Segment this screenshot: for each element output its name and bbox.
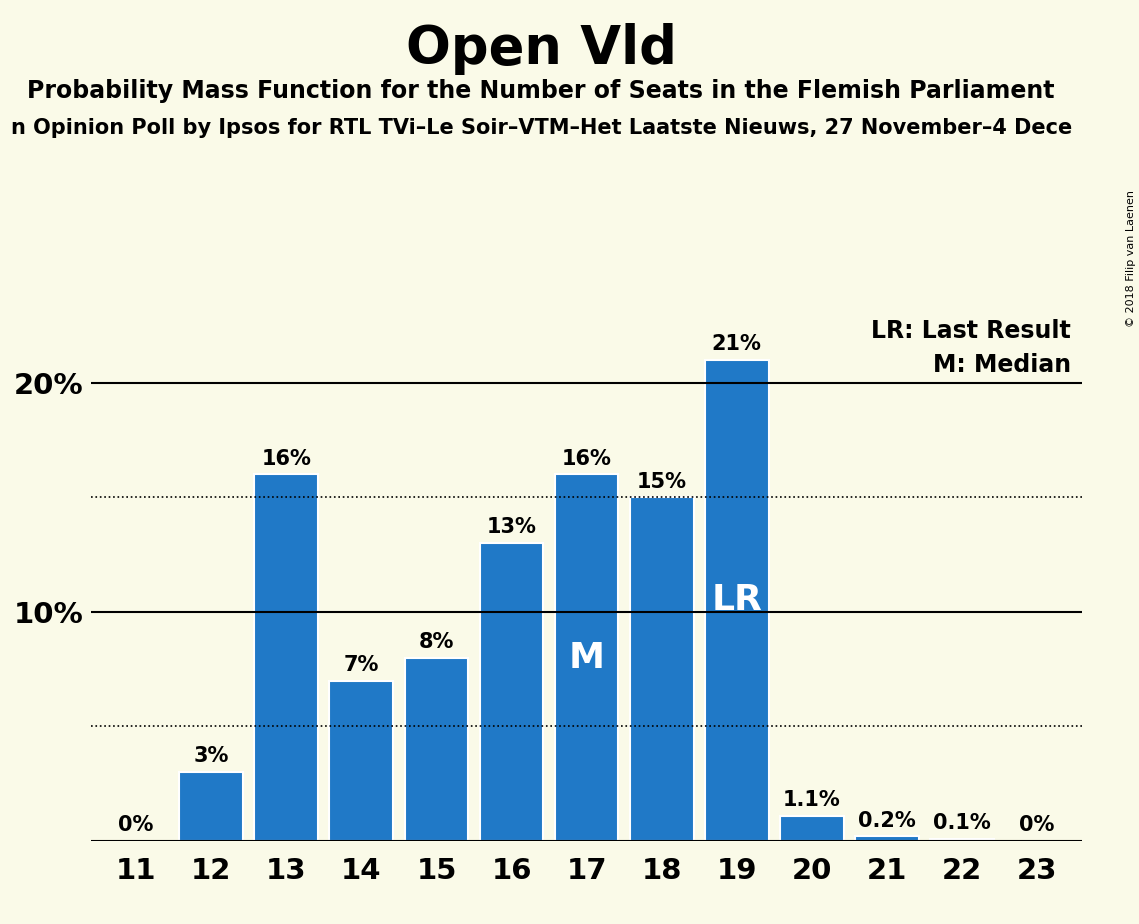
Text: 3%: 3% bbox=[194, 747, 229, 766]
Text: Probability Mass Function for the Number of Seats in the Flemish Parliament: Probability Mass Function for the Number… bbox=[27, 79, 1055, 103]
Text: M: Median: M: Median bbox=[933, 353, 1071, 377]
Text: Open Vld: Open Vld bbox=[405, 23, 677, 75]
Text: 0%: 0% bbox=[1019, 815, 1055, 835]
Bar bbox=[329, 681, 393, 841]
Bar bbox=[705, 360, 769, 841]
Bar bbox=[480, 543, 543, 841]
Text: 21%: 21% bbox=[712, 334, 762, 354]
Bar bbox=[630, 497, 694, 841]
Text: LR: LR bbox=[711, 583, 762, 617]
Text: 15%: 15% bbox=[637, 471, 687, 492]
Text: 0%: 0% bbox=[118, 815, 154, 835]
Bar bbox=[254, 474, 318, 841]
Text: 0.1%: 0.1% bbox=[933, 813, 991, 833]
Bar bbox=[404, 658, 468, 841]
Bar bbox=[179, 772, 243, 841]
Text: 1.1%: 1.1% bbox=[782, 790, 841, 810]
Bar bbox=[931, 839, 994, 841]
Text: 13%: 13% bbox=[486, 517, 536, 538]
Text: M: M bbox=[568, 640, 605, 675]
Text: 7%: 7% bbox=[344, 655, 379, 675]
Text: 16%: 16% bbox=[562, 449, 612, 468]
Text: LR: Last Result: LR: Last Result bbox=[871, 319, 1071, 343]
Bar bbox=[780, 816, 844, 841]
Bar bbox=[555, 474, 618, 841]
Text: 16%: 16% bbox=[261, 449, 311, 468]
Text: 8%: 8% bbox=[419, 632, 454, 652]
Text: © 2018 Filip van Laenen: © 2018 Filip van Laenen bbox=[1126, 190, 1136, 327]
Text: n Opinion Poll by Ipsos for RTL TVi–Le Soir–VTM–Het Laatste Nieuws, 27 November–: n Opinion Poll by Ipsos for RTL TVi–Le S… bbox=[11, 118, 1073, 139]
Text: 0.2%: 0.2% bbox=[858, 810, 916, 831]
Bar bbox=[855, 836, 919, 841]
